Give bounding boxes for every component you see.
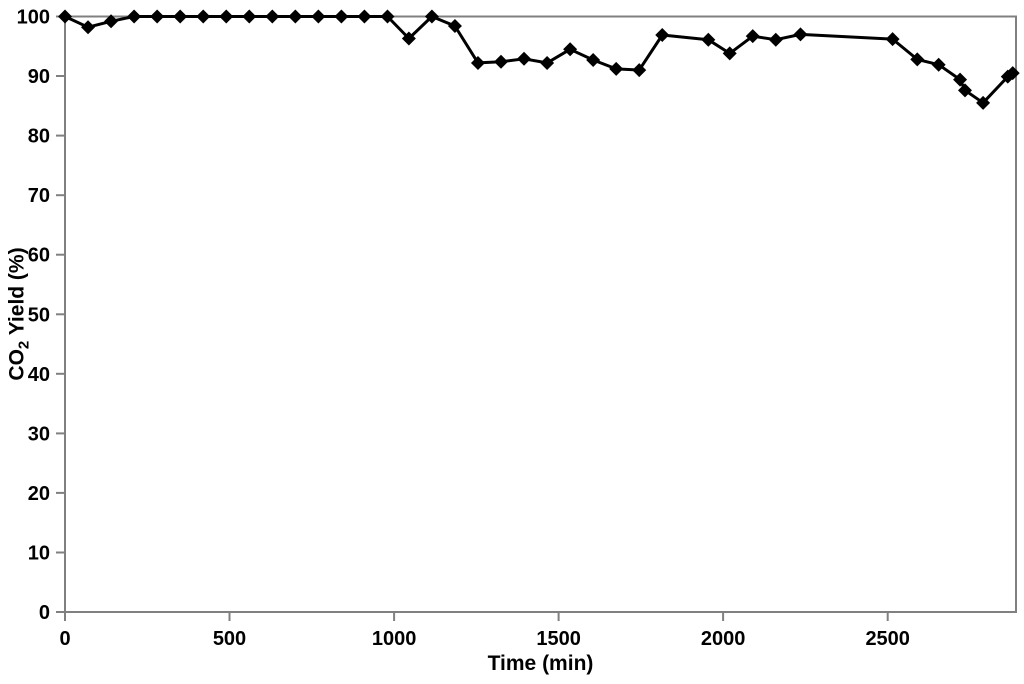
data-point-marker [265, 9, 280, 24]
y-axis-tick-label: 10 [28, 543, 50, 565]
x-axis-tick-label: 1500 [536, 628, 581, 650]
y-axis-tick-label: 40 [28, 364, 50, 386]
data-point-marker [196, 9, 211, 24]
data-point-marker [334, 9, 349, 24]
data-point-marker [242, 9, 257, 24]
data-point-marker [127, 9, 142, 24]
data-point-marker [380, 9, 395, 24]
data-point-marker [311, 9, 326, 24]
plot-border [64, 15, 1017, 613]
series-line [63, 15, 1015, 105]
data-point-marker [470, 55, 485, 70]
data-point-marker [401, 31, 416, 46]
data-point-marker [357, 9, 372, 24]
data-point-marker [957, 83, 972, 98]
data-point-marker [1005, 66, 1020, 81]
y-axis-tick-label: 100 [17, 7, 50, 29]
data-point-marker [288, 9, 303, 24]
data-point-marker [586, 52, 601, 67]
data-point-marker [722, 46, 737, 61]
x-axis-tick-label: 0 [59, 628, 70, 650]
y-axis-tick-label: 80 [28, 126, 50, 148]
data-point-marker [104, 14, 119, 29]
y-axis-tick-label: 60 [28, 245, 50, 267]
data-point-marker [173, 9, 188, 24]
data-point-marker [517, 51, 532, 66]
data-point-marker [540, 55, 555, 70]
y-axis-title-subscript: 2 [15, 340, 33, 350]
data-point-marker [976, 95, 991, 110]
y-axis-title-suffix: Yield (%) [5, 247, 29, 341]
data-point-marker [58, 9, 72, 24]
data-point-marker [910, 52, 925, 67]
data-point-marker [655, 27, 670, 42]
y-axis-tick-label: 70 [28, 185, 50, 207]
y-axis-tick-label: 30 [28, 423, 50, 445]
x-axis-tick-label: 1000 [372, 628, 417, 650]
y-axis-tick-label: 90 [28, 66, 50, 88]
data-point-marker [563, 42, 578, 57]
data-point-marker [793, 27, 808, 42]
y-axis-tick-label: 0 [39, 602, 50, 624]
data-point-marker [494, 54, 509, 69]
data-point-marker [953, 72, 968, 87]
x-axis-tick-label: 2000 [701, 628, 746, 650]
x-axis-tick-label: 500 [213, 628, 246, 650]
data-point-marker [745, 29, 760, 44]
data-point-marker [150, 9, 165, 24]
y-axis-title-prefix: CO [5, 349, 29, 381]
data-point-marker [609, 61, 624, 76]
y-axis-title: CO2 Yield (%) [5, 247, 32, 380]
data-point-marker [885, 32, 900, 47]
y-axis-tick-label: 20 [28, 483, 50, 505]
x-axis-title: Time (min) [487, 652, 594, 675]
data-point-marker [632, 63, 647, 78]
data-point-marker [447, 19, 462, 34]
x-axis-tick-label: 2500 [865, 628, 910, 650]
data-point-marker [219, 9, 234, 24]
y-axis-tick-label: 50 [28, 304, 50, 326]
data-point-marker [701, 32, 716, 47]
data-point-marker [931, 57, 946, 72]
data-point-marker [81, 20, 96, 35]
data-point-marker [424, 9, 439, 24]
data-point-marker [768, 32, 783, 47]
